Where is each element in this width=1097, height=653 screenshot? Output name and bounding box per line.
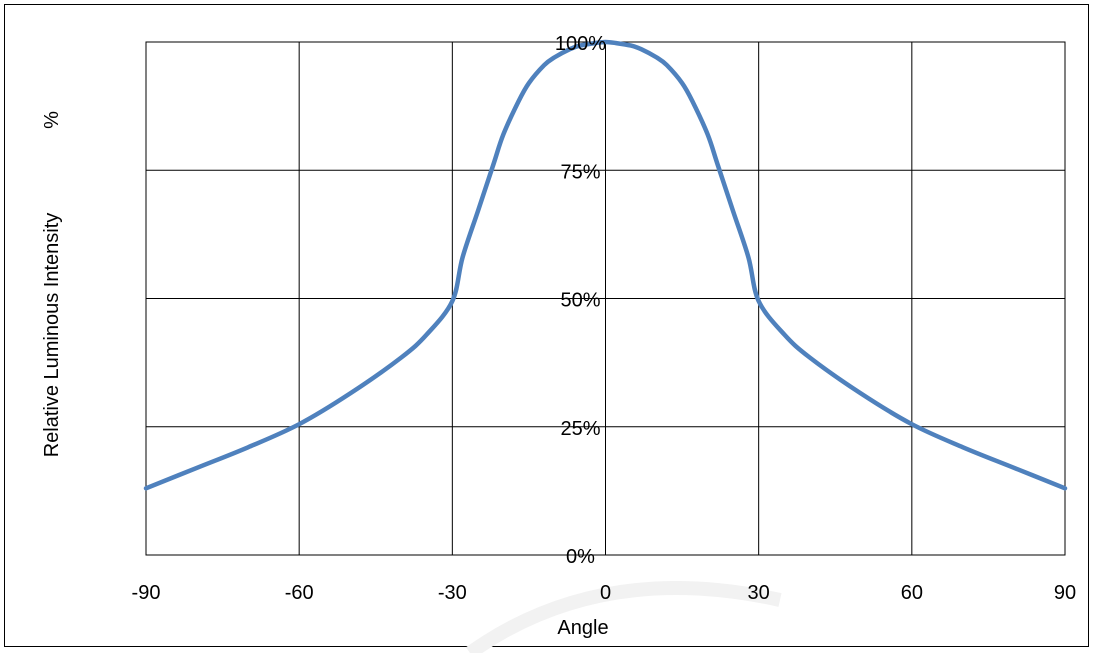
y-axis-unit: % [41,111,63,129]
y-tick-labels: 0% 25% 50% 75% 100% [555,33,606,568]
y-tick-label: 75% [560,161,600,183]
x-tick-label: -60 [285,582,314,604]
x-tick-label: -30 [438,582,467,604]
chart-frame [4,4,1089,647]
y-tick-label: 50% [560,290,600,312]
x-tick-label: 30 [748,582,770,604]
y-axis-title: Relative Luminous Intensity [41,213,63,458]
x-tick-label: 0 [600,582,611,604]
x-tick-label: 90 [1054,582,1076,604]
y-tick-label: 0% [566,546,595,568]
x-tick-labels: -90 -60 -30 0 30 60 90 [132,582,1077,604]
x-tick-label: 60 [901,582,923,604]
intensity-curve [143,39,1068,491]
y-tick-label: 100% [555,33,606,55]
y-tick-label: 25% [560,418,600,440]
grid-lines [145,41,1066,556]
x-tick-label: -90 [132,582,161,604]
x-axis-title: Angle [557,617,608,639]
